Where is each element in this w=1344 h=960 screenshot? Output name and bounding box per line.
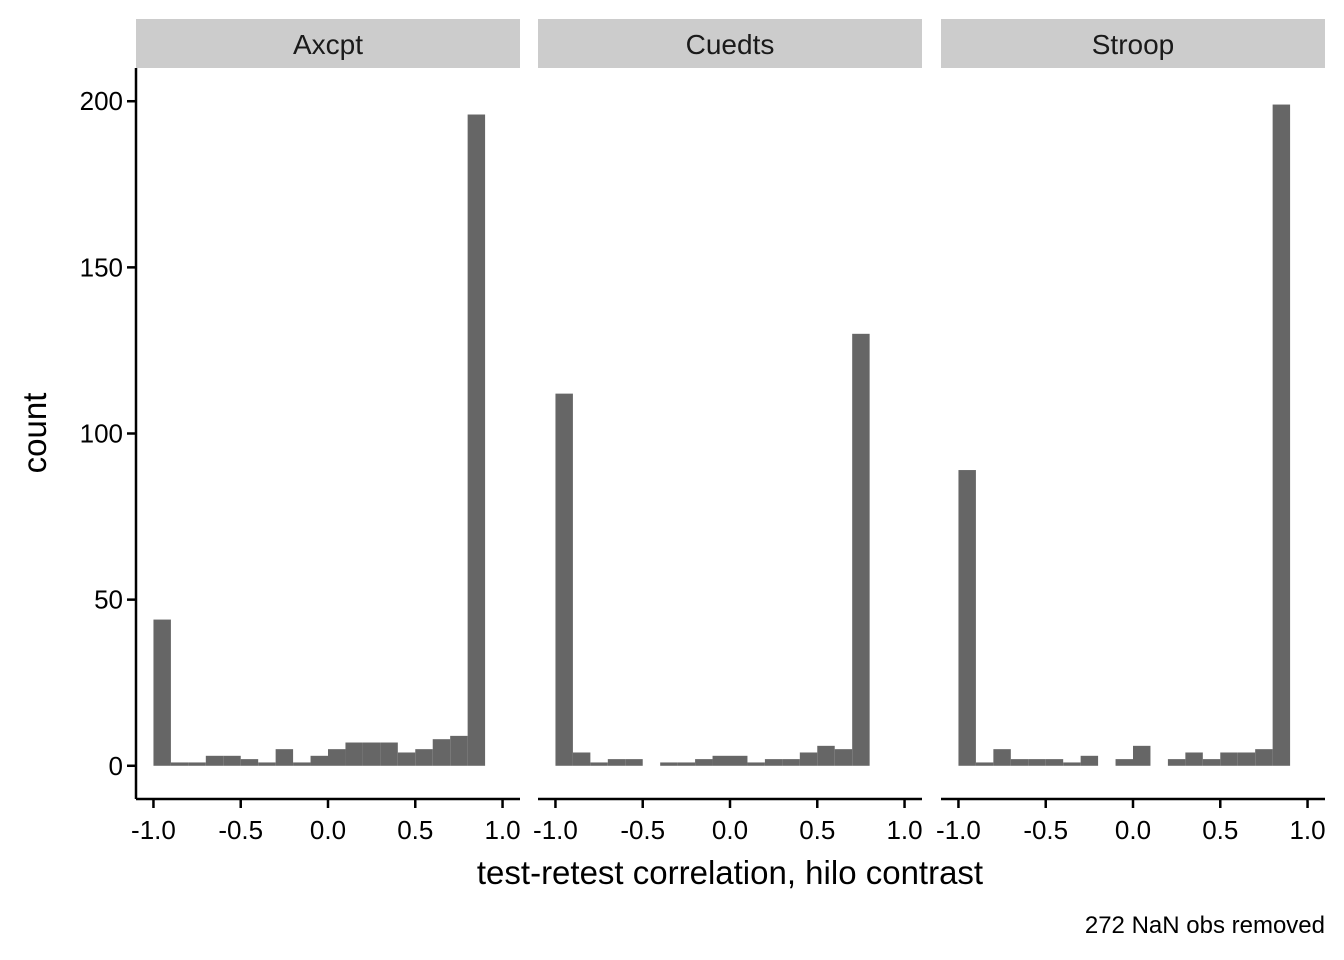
- histogram-bar: [1133, 745, 1151, 766]
- histogram-bar: [258, 762, 276, 766]
- x-tick-label: 0.0: [1115, 815, 1151, 845]
- y-tick-label: 50: [94, 585, 123, 615]
- facet-strip: [941, 19, 1325, 68]
- facet-panel-stroop: Stroop -1.0 -0.5 0.0 0.5 1.0: [936, 19, 1326, 845]
- x-tick-label: 0.0: [310, 815, 346, 845]
- facet-strip-label: Stroop: [1092, 29, 1175, 60]
- histogram-bar: [958, 470, 976, 766]
- x-tick-label: -1.0: [533, 815, 578, 845]
- x-tick-label: 0.5: [799, 815, 835, 845]
- histogram-bar: [153, 619, 171, 766]
- x-tick-label: 1.0: [484, 815, 520, 845]
- histogram-bar: [188, 762, 206, 766]
- y-tick-label: 200: [80, 86, 123, 116]
- histogram-bar: [660, 762, 678, 766]
- histogram-bar: [782, 759, 800, 766]
- histogram-bar: [1080, 755, 1099, 766]
- x-tick-label: 0.5: [397, 815, 433, 845]
- x-tick-label: -1.0: [131, 815, 176, 845]
- histogram-bar: [293, 762, 311, 766]
- histogram-bar: [1255, 749, 1273, 766]
- histogram-bar: [1115, 759, 1133, 766]
- histogram-bar: [852, 333, 870, 766]
- x-tick-label: 0.5: [1202, 815, 1238, 845]
- histogram-bar: [1272, 104, 1291, 766]
- histogram-bar: [275, 749, 294, 766]
- histogram-bar: [345, 742, 363, 766]
- x-tick-label: -0.5: [620, 815, 665, 845]
- histogram-bar: [1220, 752, 1238, 766]
- histogram-bar: [1237, 752, 1256, 766]
- x-tick-label: -0.5: [218, 815, 263, 845]
- histogram-bar: [1045, 759, 1064, 766]
- histogram-bar: [695, 759, 713, 766]
- histogram-bar: [817, 745, 835, 766]
- histogram-bar: [205, 755, 224, 766]
- facet-strip: [538, 19, 922, 68]
- histogram-bar: [362, 742, 381, 766]
- histogram-bar: [975, 762, 994, 766]
- histogram-bar: [1010, 759, 1029, 766]
- y-tick-label: 100: [80, 419, 123, 449]
- facet-strip-label: Cuedts: [686, 29, 775, 60]
- histogram-bar: [590, 762, 608, 766]
- histogram-bar: [747, 762, 765, 766]
- histogram-bar: [1028, 759, 1046, 766]
- histogram-bar: [572, 752, 591, 766]
- histogram-bar: [730, 755, 748, 766]
- histogram-bar: [607, 759, 626, 766]
- y-axis: 0 50 100 150 200: [80, 68, 138, 799]
- histogram-bar: [993, 749, 1011, 766]
- y-axis-title: count: [16, 393, 53, 474]
- y-tick-label: 150: [80, 252, 123, 282]
- facet-panel-cuedts: Cuedts -1.0 -0.5 0.0 0.5 1.0: [533, 19, 923, 845]
- x-tick-label: 1.0: [886, 815, 922, 845]
- histogram-bar: [1167, 759, 1186, 766]
- facet-panels: Axcpt -1.0 -0.5 0.0 0.5 1.0 Cuedts -1.0 -0.5 0.0 0…: [131, 19, 1326, 845]
- x-tick-label: -1.0: [936, 815, 981, 845]
- histogram-bar: [432, 739, 451, 766]
- x-tick-label: 0.0: [712, 815, 748, 845]
- histogram-bar: [799, 752, 818, 766]
- histogram-bar: [310, 755, 328, 766]
- histogram-bar: [223, 755, 241, 766]
- histogram-bar: [170, 762, 189, 766]
- x-tick-label: 1.0: [1289, 815, 1325, 845]
- histogram-bar: [380, 742, 398, 766]
- histogram-bar: [677, 762, 696, 766]
- facet-strip-label: Axcpt: [293, 29, 363, 60]
- histogram-bar: [764, 759, 783, 766]
- histogram-bar: [397, 752, 416, 766]
- histogram-bar: [328, 749, 346, 766]
- y-tick-label: 0: [109, 751, 123, 781]
- histogram-bar: [240, 759, 259, 766]
- histogram-bar: [415, 749, 433, 766]
- histogram-bar: [467, 114, 486, 766]
- caption-note: 272 NaN obs removed: [1085, 912, 1325, 939]
- histogram-bar: [712, 755, 730, 766]
- x-axis-title: test-retest correlation, hilo contrast: [477, 854, 983, 891]
- histogram-bar: [1202, 759, 1221, 766]
- histogram-bar: [625, 759, 643, 766]
- x-tick-label: -0.5: [1023, 815, 1068, 845]
- histogram-bar: [834, 749, 853, 766]
- histogram-bar: [1063, 762, 1081, 766]
- facet-strip: [136, 19, 520, 68]
- histogram-bar: [555, 393, 573, 766]
- facet-panel-axcpt: Axcpt -1.0 -0.5 0.0 0.5 1.0: [131, 19, 521, 845]
- histogram-bar: [450, 735, 468, 766]
- histogram-bar: [1185, 752, 1203, 766]
